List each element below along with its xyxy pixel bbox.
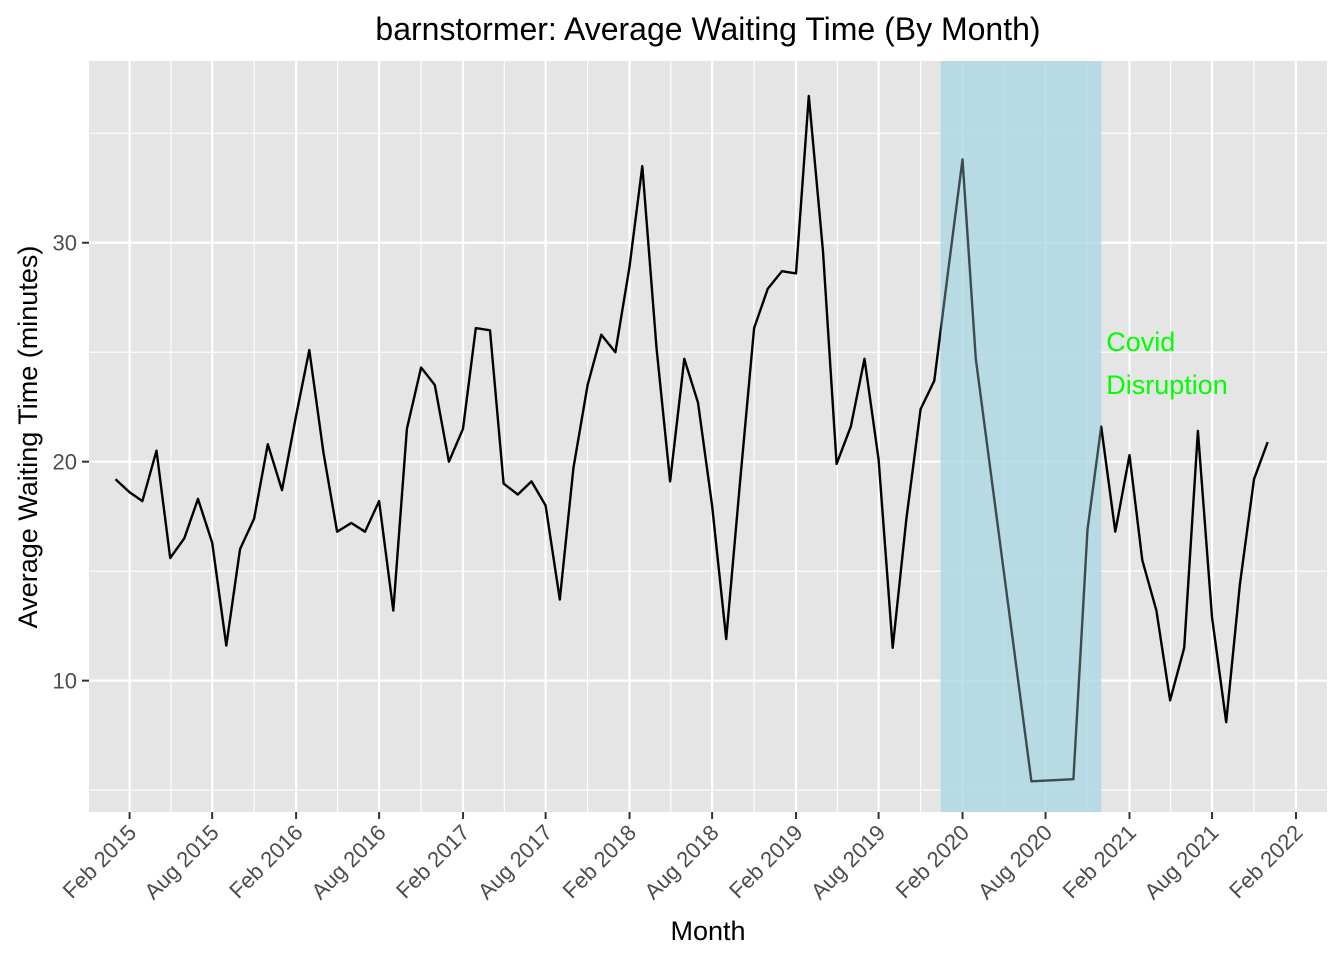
panel-background (89, 61, 1327, 812)
y-tick-label: 20 (53, 450, 77, 475)
covid-label-line-2: Disruption (1106, 370, 1228, 400)
chart-title: barnstormer: Average Waiting Time (By Mo… (375, 11, 1040, 47)
x-tick-label: Feb 2016 (224, 820, 307, 903)
x-tick-label: Feb 2019 (724, 820, 807, 903)
series-line (114, 94, 1269, 783)
x-tick-label: Feb 2015 (58, 820, 141, 903)
x-tick-label: Aug 2020 (973, 820, 1057, 904)
x-tick-label: Feb 2018 (558, 820, 641, 903)
y-axis-ticks: 10 20 30 (53, 231, 89, 694)
y-axis-label: Average Waiting Time (minutes) (13, 246, 43, 629)
y-tick-label: 30 (53, 231, 77, 256)
x-tick-label: Feb 2022 (1224, 820, 1307, 903)
major-gridlines (89, 61, 1327, 812)
x-tick-label: Aug 2018 (639, 820, 723, 904)
x-tick-label: Feb 2017 (391, 820, 474, 903)
x-tick-label: Feb 2021 (1058, 820, 1141, 903)
x-axis-label: Month (670, 916, 745, 946)
minor-gridlines (89, 61, 1327, 812)
x-tick-label: Aug 2015 (139, 820, 223, 904)
x-tick-label: Aug 2016 (306, 820, 390, 904)
x-tick-label: Aug 2021 (1139, 820, 1223, 904)
covid-highlight-band (940, 61, 1102, 812)
y-tick-label: 10 (53, 669, 77, 694)
covid-highlight-overlay (940, 61, 1102, 812)
covid-label-line-1: Covid (1106, 327, 1175, 357)
x-tick-label: Aug 2019 (806, 820, 890, 904)
x-tick-label: Feb 2020 (891, 820, 974, 903)
x-tick-label: Aug 2017 (473, 820, 557, 904)
